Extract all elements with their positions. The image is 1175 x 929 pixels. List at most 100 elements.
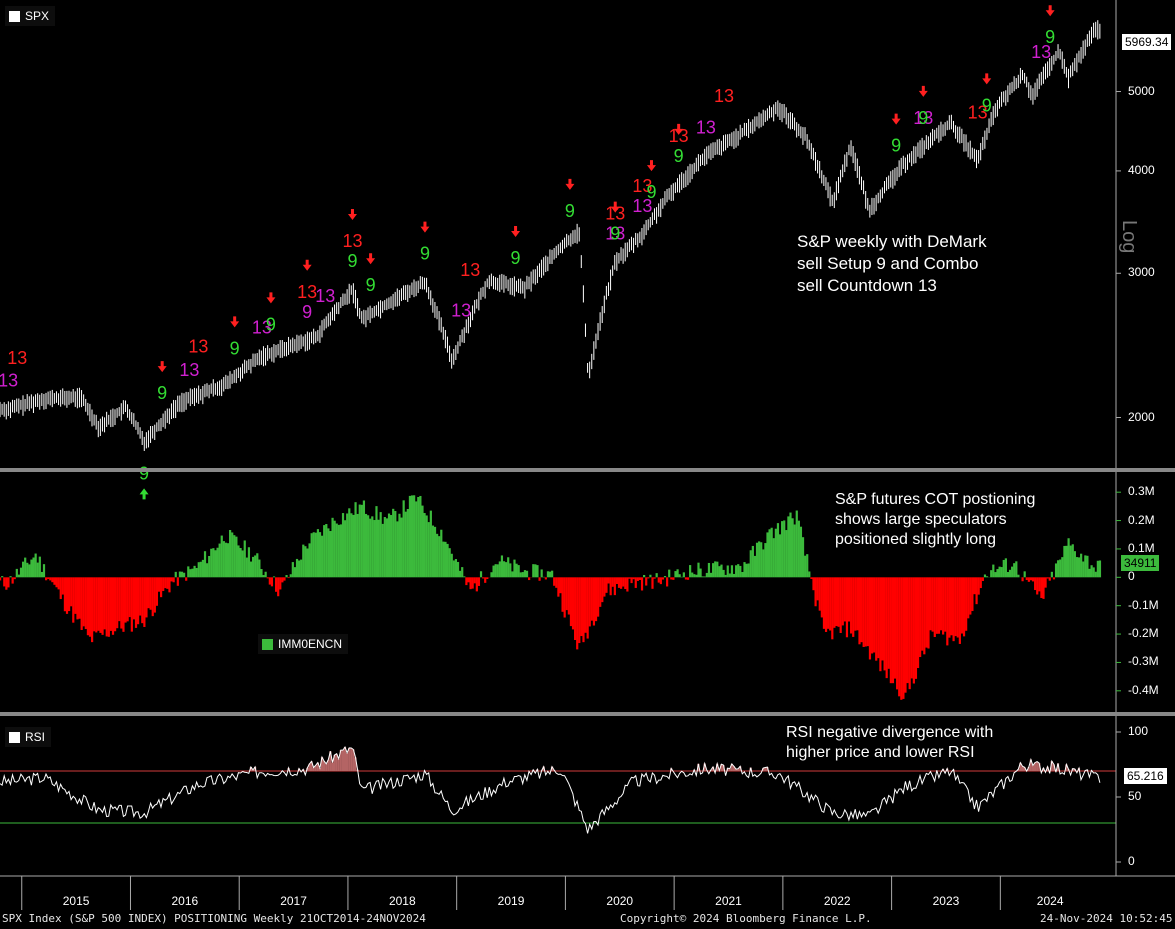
panel-divider[interactable]	[0, 712, 1175, 716]
cot-bar	[316, 529, 320, 578]
cot-bar	[371, 516, 374, 578]
cot-bar	[254, 555, 257, 578]
cot-bar	[126, 577, 129, 622]
cot-bar	[810, 577, 813, 579]
cot-bar	[937, 577, 941, 634]
cot-bar	[95, 577, 98, 633]
panel-divider[interactable]	[0, 468, 1175, 472]
cot-bar	[193, 565, 196, 578]
cot-bar	[467, 577, 470, 583]
sell-arrow-icon	[420, 221, 430, 233]
cot-bar	[137, 577, 140, 625]
cot-bar	[492, 565, 495, 578]
cot-bar	[657, 577, 660, 583]
cot-bar	[835, 577, 838, 627]
cot-bar	[30, 559, 33, 578]
footer-left: SPX Index (S&P 500 INDEX) POSITIONING We…	[2, 912, 426, 925]
cot-bar	[804, 555, 807, 578]
cot-bar	[157, 577, 161, 592]
cot-bar	[617, 577, 621, 588]
cot-bar	[1063, 545, 1066, 578]
cot-bar	[237, 545, 240, 578]
cot-bar	[883, 577, 886, 671]
cot-bar	[812, 577, 815, 591]
cot-bar	[151, 577, 154, 617]
cot-bar	[45, 577, 48, 581]
cot-bar	[605, 577, 608, 593]
sell-arrow-icon	[1045, 5, 1055, 17]
cot-bar	[927, 577, 930, 649]
cot-bar	[816, 577, 819, 601]
demark-count-label: 9	[302, 302, 312, 322]
cot-tick-label: 0.3M	[1128, 484, 1155, 499]
cot-bar	[774, 528, 777, 578]
cot-bar	[571, 577, 575, 630]
cot-bar	[902, 577, 905, 699]
cot-bar	[469, 577, 472, 590]
cot-bar	[78, 577, 81, 619]
cot-bar	[946, 577, 949, 646]
cot-bar	[670, 577, 673, 580]
cot-bar	[335, 523, 338, 578]
cot-legend: IMM0ENCN	[258, 634, 349, 654]
demark-count-label: 13	[297, 282, 317, 302]
cot-bar	[91, 577, 94, 643]
cot-bar	[53, 577, 56, 585]
cot-bar	[350, 513, 353, 578]
cot-bar	[258, 559, 261, 578]
cot-bar	[444, 541, 447, 578]
cot-bar	[914, 577, 918, 679]
cot-bar	[1080, 553, 1083, 578]
cot-bar	[998, 566, 1001, 578]
cot-bar	[751, 545, 754, 578]
cot-bar	[551, 570, 554, 578]
cot-bar	[191, 568, 194, 578]
cot-bar	[1021, 577, 1024, 582]
cot-bar	[32, 557, 35, 578]
cot-bar	[333, 520, 336, 578]
cot-bar	[417, 496, 420, 578]
cot-bar	[852, 577, 855, 637]
cot-bar	[557, 577, 560, 597]
cot-bar	[921, 577, 924, 651]
cot-bar	[712, 563, 715, 578]
cot-bar	[427, 522, 430, 578]
cot-bar	[38, 556, 41, 578]
cot-bar	[348, 508, 351, 578]
cot-bar	[256, 553, 259, 578]
cot-bar	[906, 577, 909, 684]
cot-bar	[538, 577, 541, 581]
cot-bar	[275, 577, 278, 592]
cot-bar	[686, 577, 690, 580]
cot-tick-label: -0.1M	[1128, 597, 1159, 612]
cot-bar	[28, 564, 31, 578]
cot-bar	[203, 551, 207, 578]
cot-bar	[732, 573, 736, 578]
cot-bar	[866, 577, 869, 647]
cot-bar	[576, 577, 579, 650]
footer-right: 24-Nov-2024 10:52:45	[1040, 912, 1173, 925]
cot-bar	[962, 577, 966, 637]
cot-bar	[622, 577, 625, 587]
cot-bar	[189, 569, 192, 578]
cot-bar	[76, 577, 79, 620]
cot-bar	[691, 572, 694, 578]
cot-bar	[206, 563, 209, 578]
cot-bar	[994, 572, 997, 578]
cot-bar	[99, 577, 102, 633]
cot-bar	[864, 577, 867, 647]
cot-bar	[873, 577, 876, 653]
cot-bar	[1031, 577, 1035, 582]
cot-bar	[870, 577, 874, 654]
cot-bar	[896, 577, 899, 690]
cot-bar	[289, 574, 292, 578]
cot-bar	[975, 577, 978, 605]
cot-bar	[139, 577, 142, 616]
cot-annotation-line: S&P futures COT postioning	[835, 491, 1036, 508]
cot-bar	[847, 577, 851, 622]
cot-bar	[996, 569, 999, 578]
cot-bar	[592, 577, 596, 626]
cot-bar	[461, 567, 464, 578]
cot-bar	[916, 577, 920, 669]
cot-bar	[34, 553, 37, 578]
